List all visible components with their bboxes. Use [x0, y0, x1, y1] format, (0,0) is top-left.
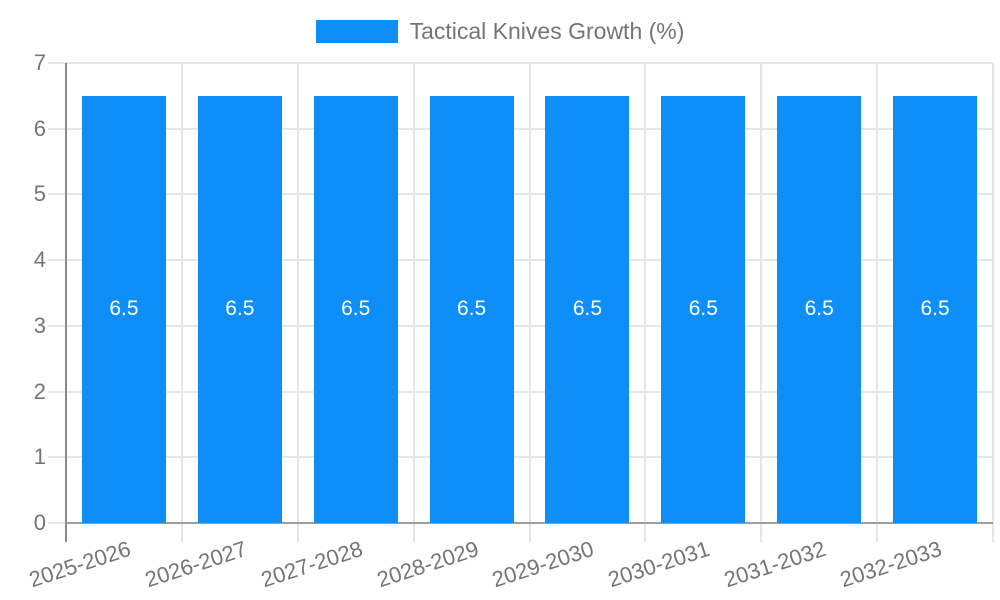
- y-tick-label: 1: [33, 444, 46, 470]
- y-tick-label: 0: [33, 510, 46, 535]
- y-tick-label: 3: [33, 312, 46, 338]
- bar-value-label: 6.5: [341, 297, 371, 321]
- y-tick: [48, 193, 66, 196]
- gridline-v: [876, 63, 879, 523]
- x-tick: [876, 523, 879, 542]
- y-tick-label: 2: [33, 378, 46, 404]
- bar: 6.5: [197, 95, 282, 523]
- y-tick: [48, 390, 66, 393]
- y-tick: [48, 259, 66, 262]
- x-tick: [760, 523, 763, 542]
- y-tick: [48, 324, 66, 327]
- bar-value-label: 6.5: [109, 297, 139, 321]
- bar-value-label: 6.5: [572, 297, 603, 321]
- bar-value-label: 6.5: [456, 297, 487, 321]
- chart-legend: Tactical Knives Growth (%): [0, 18, 1000, 45]
- gridline-v: [412, 63, 415, 523]
- x-tick: [992, 523, 994, 542]
- bar-value-label: 6.5: [688, 297, 718, 321]
- bar-value-label: 6.5: [920, 297, 950, 321]
- x-tick: [180, 523, 183, 542]
- bar: 6.5: [429, 95, 514, 523]
- gridline-v: [644, 63, 647, 523]
- bar: 6.5: [81, 95, 166, 523]
- bar: 6.5: [313, 95, 398, 523]
- gridline-v: [760, 63, 763, 523]
- legend-label: Tactical Knives Growth (%): [409, 18, 685, 44]
- y-tick-label: 6: [33, 115, 46, 141]
- x-tick: [528, 523, 531, 542]
- y-tick: [48, 62, 66, 64]
- x-tick: [296, 523, 299, 542]
- bar: 6.5: [893, 95, 978, 523]
- x-tick: [644, 523, 647, 542]
- y-tick-label: 5: [33, 181, 46, 207]
- legend-swatch: [315, 20, 398, 43]
- y-tick: [48, 456, 66, 459]
- x-axis-line: [66, 522, 993, 524]
- gridline-v: [992, 63, 994, 523]
- bar-value-label: 6.5: [225, 297, 255, 321]
- gridline-v: [528, 63, 531, 523]
- y-tick-label: 4: [33, 247, 46, 273]
- y-tick-label: 7: [33, 50, 46, 75]
- gridline-v: [296, 63, 299, 523]
- bar: 6.5: [777, 95, 862, 523]
- x-tick: [412, 523, 415, 542]
- y-tick: [48, 127, 66, 130]
- bar: 6.5: [545, 95, 630, 523]
- y-axis-line: [65, 63, 67, 542]
- bar-value-label: 6.5: [804, 297, 834, 321]
- gridline-v: [180, 63, 183, 523]
- bar: 6.5: [661, 95, 746, 523]
- y-tick: [48, 522, 66, 524]
